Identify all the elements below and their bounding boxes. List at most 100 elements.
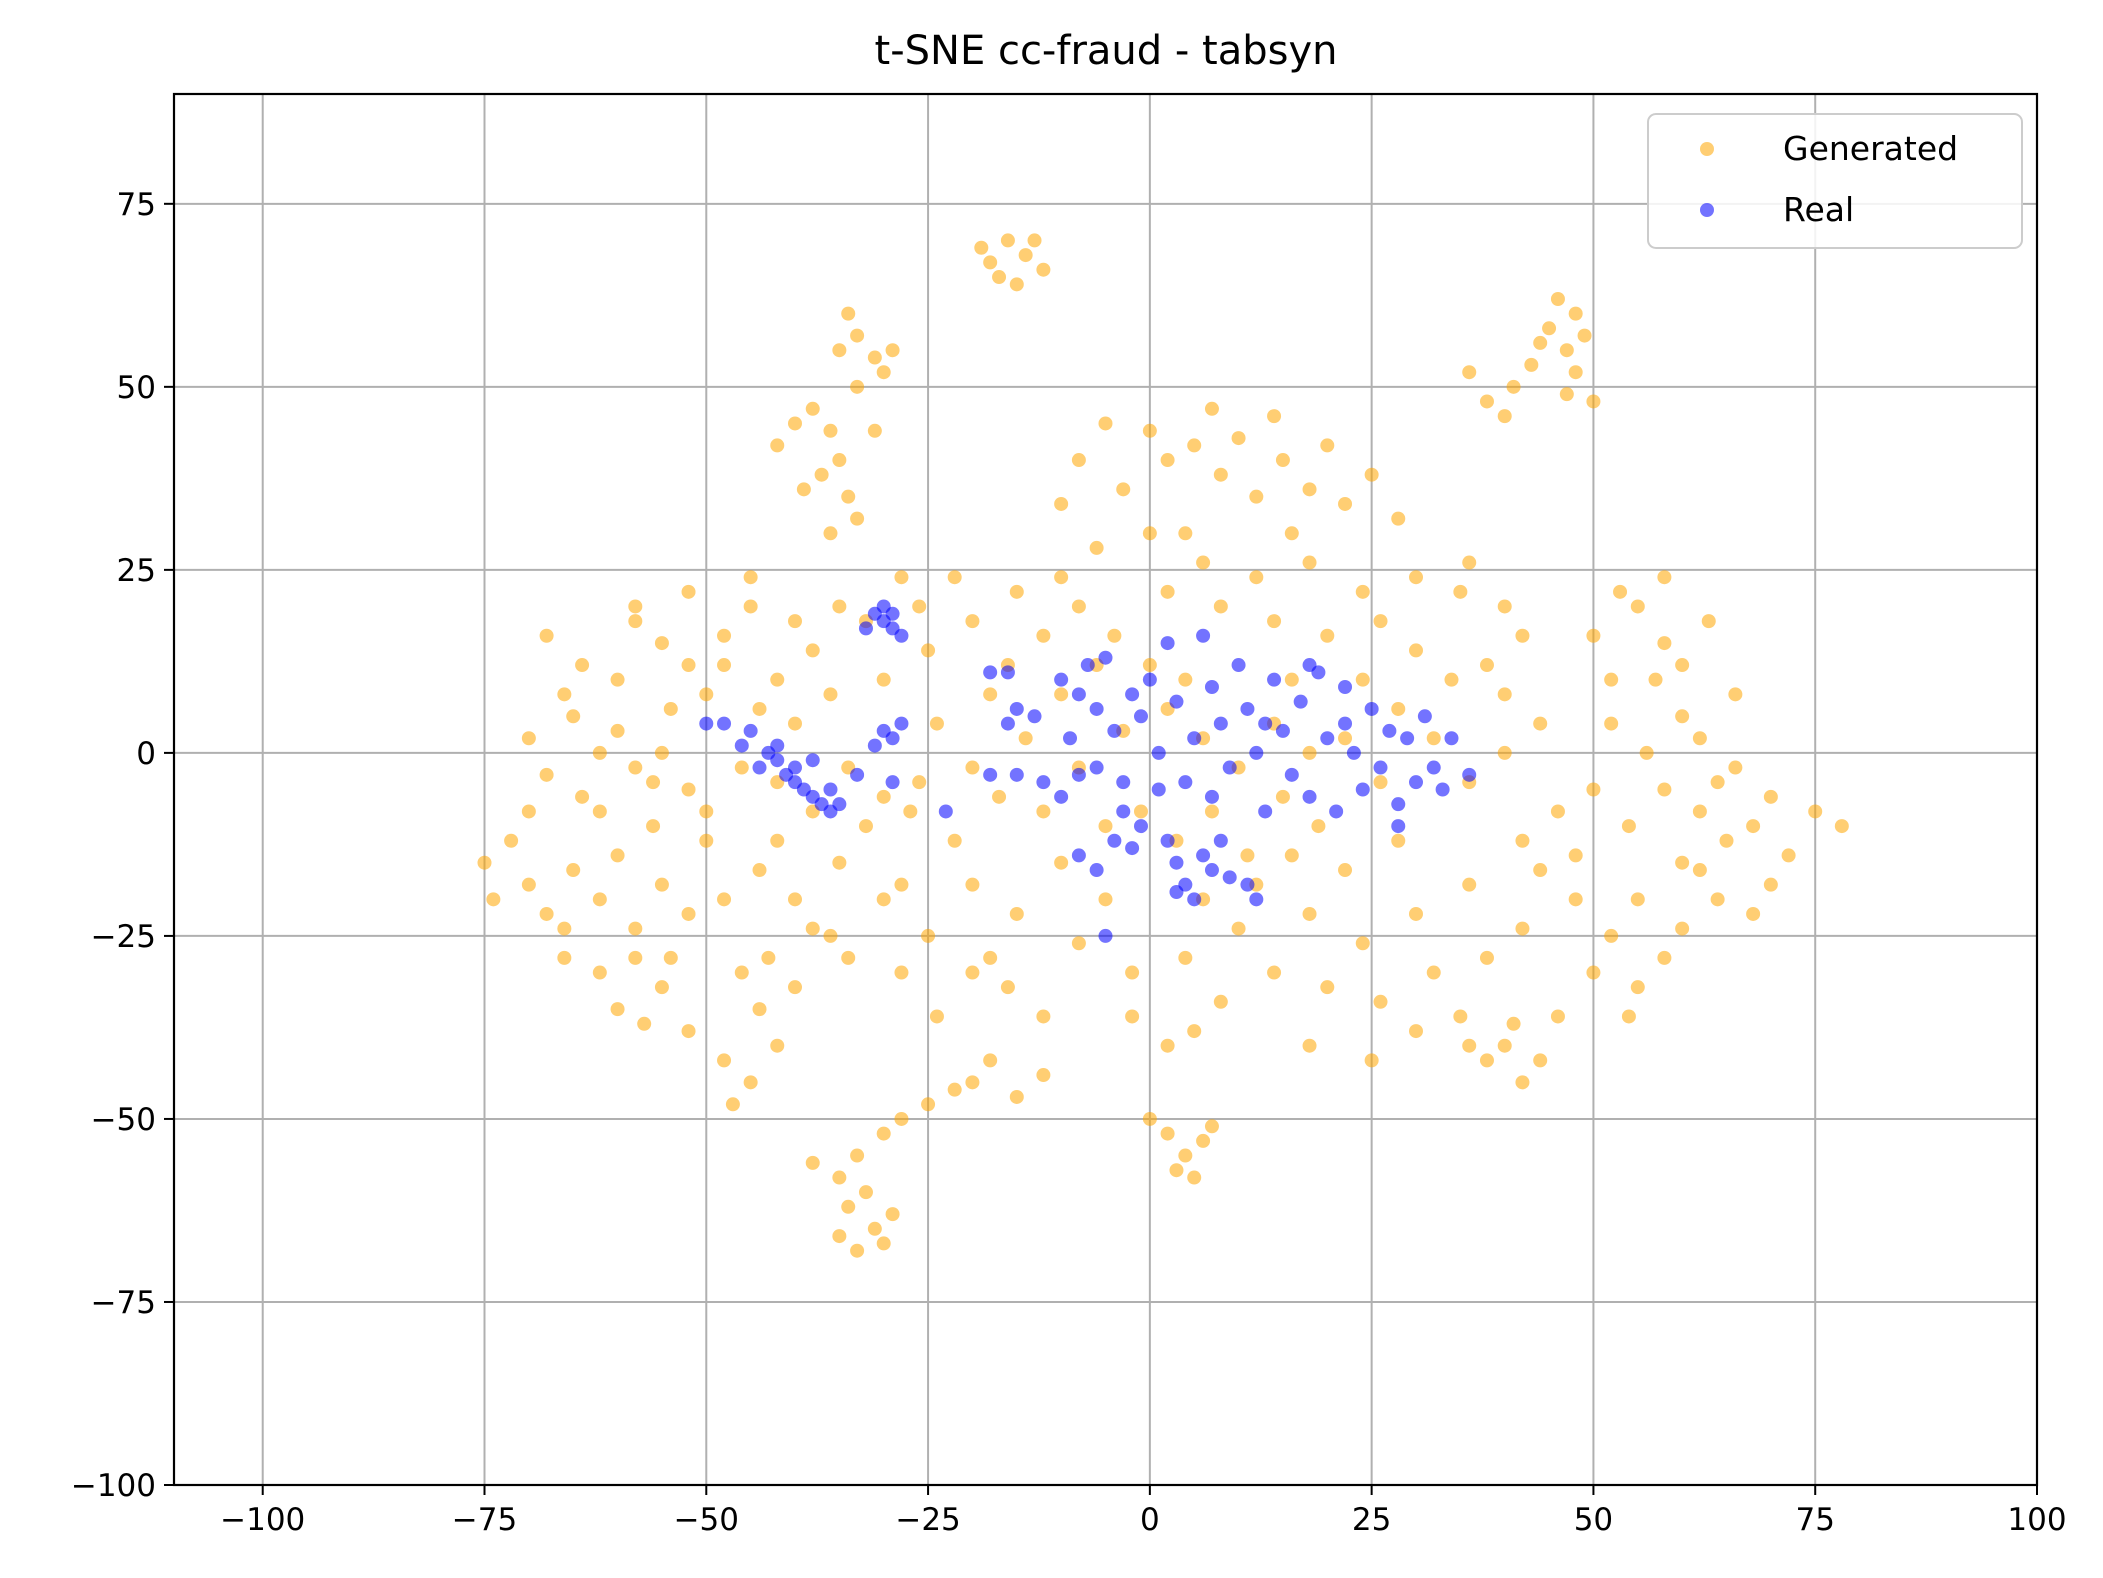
data-point-real	[752, 760, 767, 775]
data-point-generated	[947, 1082, 962, 1097]
data-point-real	[1000, 716, 1015, 731]
data-point-real	[1071, 767, 1086, 782]
data-point-real	[1009, 701, 1024, 716]
data-point-real	[1346, 745, 1361, 760]
data-point-generated	[1098, 819, 1113, 834]
data-point-real	[717, 716, 732, 731]
data-point-generated	[1728, 760, 1743, 775]
data-point-generated	[894, 965, 909, 980]
data-point-generated	[1249, 489, 1264, 504]
data-point-generated	[1125, 965, 1140, 980]
data-point-generated	[965, 614, 980, 629]
data-point-generated	[1568, 892, 1583, 907]
data-point-generated	[858, 1185, 873, 1200]
data-point-generated	[1657, 782, 1672, 797]
data-point-generated	[841, 489, 856, 504]
data-point-generated	[1763, 789, 1778, 804]
data-point-real	[1169, 855, 1184, 870]
data-point-generated	[1187, 1024, 1202, 1039]
data-point-real	[734, 738, 749, 753]
data-point-generated	[1204, 1119, 1219, 1134]
data-point-real	[1089, 863, 1104, 878]
data-point-real	[1373, 760, 1388, 775]
data-point-generated	[850, 379, 865, 394]
data-point-generated	[876, 789, 891, 804]
data-point-generated	[1426, 965, 1441, 980]
data-point-generated	[983, 687, 998, 702]
data-point-real	[1240, 877, 1255, 892]
data-point-generated	[1125, 1009, 1140, 1024]
data-point-generated	[1586, 394, 1601, 409]
data-point-generated	[1479, 394, 1494, 409]
data-point-generated	[1098, 416, 1113, 431]
data-point-generated	[1639, 745, 1654, 760]
data-point-real	[1187, 731, 1202, 746]
data-point-real	[1000, 665, 1015, 680]
data-point-generated	[876, 1236, 891, 1251]
data-point-generated	[1373, 614, 1388, 629]
data-point-real	[1142, 672, 1157, 687]
series-real	[699, 599, 1477, 943]
data-point-real	[1204, 680, 1219, 695]
data-point-generated	[947, 833, 962, 848]
data-point-generated	[965, 760, 980, 775]
data-point-generated	[1240, 848, 1255, 863]
legend-label-generated: Generated	[1783, 129, 1958, 168]
data-point-generated	[1196, 1133, 1211, 1148]
data-point-generated	[965, 965, 980, 980]
data-point-generated	[1409, 906, 1423, 921]
data-point-generated	[1462, 1038, 1477, 1053]
data-point-generated	[1444, 672, 1459, 687]
data-point-real	[1196, 628, 1211, 643]
data-point-real	[867, 738, 882, 753]
data-point-generated	[876, 365, 891, 380]
data-point-generated	[646, 775, 661, 790]
data-point-generated	[770, 833, 785, 848]
data-point-generated	[805, 401, 820, 416]
data-point-generated	[1302, 745, 1317, 760]
data-point-real	[770, 753, 785, 768]
data-point-real	[1267, 672, 1282, 687]
data-point-real	[1417, 709, 1432, 724]
y-tick-label: −75	[91, 1285, 156, 1321]
data-point-generated	[1009, 277, 1024, 292]
data-point-generated	[681, 782, 696, 797]
data-point-generated	[663, 701, 678, 716]
data-point-real	[1400, 731, 1415, 746]
x-tick-label: 100	[2007, 1502, 2066, 1538]
data-point-generated	[1630, 599, 1645, 614]
data-point-generated	[1550, 291, 1565, 306]
data-point-generated	[477, 855, 492, 870]
data-point-generated	[921, 643, 936, 658]
data-point-generated	[743, 1075, 758, 1090]
data-point-generated	[699, 804, 714, 819]
data-point-real	[1133, 709, 1148, 724]
data-point-generated	[1267, 965, 1282, 980]
data-point-generated	[566, 709, 581, 724]
data-point-generated	[832, 343, 847, 358]
data-point-generated	[1542, 321, 1557, 336]
data-point-generated	[1559, 343, 1574, 358]
data-point-real	[1133, 819, 1148, 834]
data-point-real	[1107, 723, 1122, 738]
data-point-generated	[814, 467, 829, 482]
data-point-generated	[1213, 467, 1228, 482]
series-generated	[477, 233, 1849, 1258]
data-point-generated	[983, 255, 998, 270]
data-point-generated	[805, 1155, 820, 1170]
data-point-generated	[1586, 965, 1601, 980]
data-point-generated	[1719, 833, 1734, 848]
data-point-generated	[725, 1097, 740, 1112]
x-axis: −100 −75 −50 −25 0 25 50 75 100	[220, 1485, 2067, 1538]
data-point-generated	[610, 723, 625, 738]
data-point-generated	[788, 716, 802, 731]
data-point-generated	[1355, 584, 1370, 599]
data-point-generated	[521, 804, 536, 819]
data-point-real	[1089, 760, 1104, 775]
data-point-real	[1089, 701, 1104, 716]
data-point-generated	[734, 760, 749, 775]
data-point-generated	[1142, 658, 1157, 673]
data-point-generated	[832, 1170, 847, 1185]
x-tick-label: 75	[1795, 1502, 1834, 1538]
data-point-generated	[1675, 855, 1690, 870]
